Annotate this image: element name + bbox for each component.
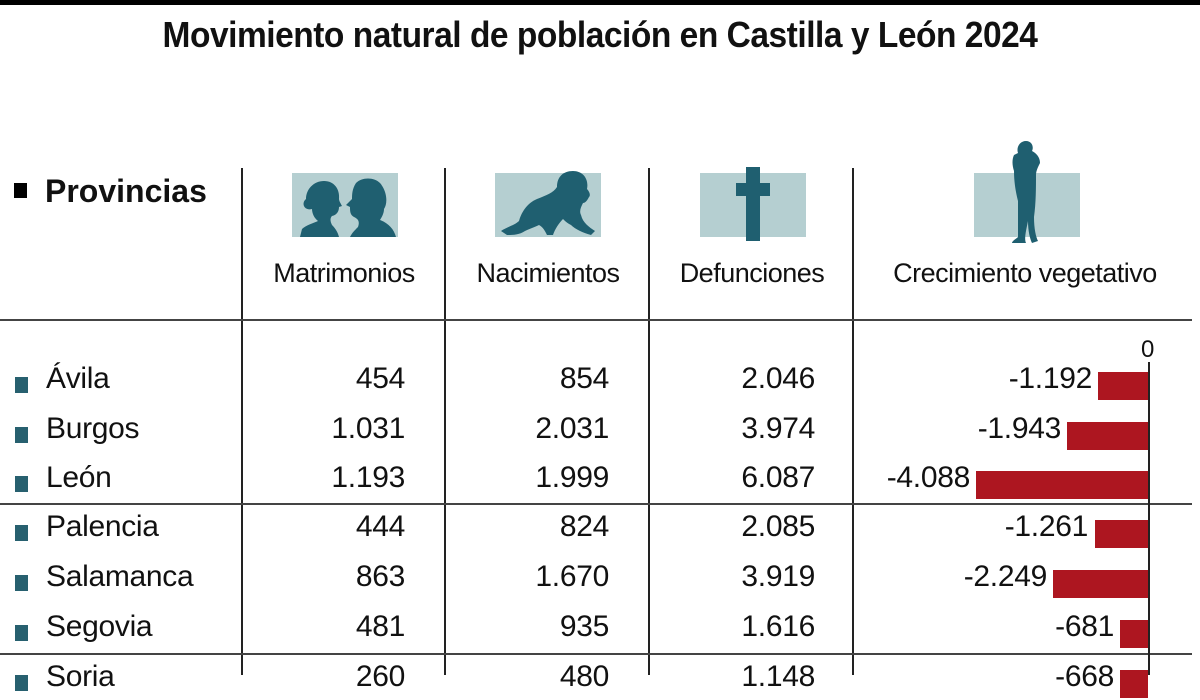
matrimonios-value: 863: [355, 560, 405, 593]
father-with-child-icon: [974, 141, 1080, 243]
province-name: Segovia: [46, 610, 153, 643]
column-header-crecimiento-vegetativo: Crecimiento vegetativo: [893, 258, 1157, 288]
group-separator: [0, 653, 1192, 655]
crecimiento-value: -1.261: [1004, 510, 1089, 543]
zero-axis: [1148, 362, 1150, 675]
table-row: Burgos 1.031 2.031 3.974 -1.943: [0, 412, 1200, 452]
defunciones-value: 3.974: [741, 412, 815, 445]
column-divider: [444, 168, 446, 675]
crecimiento-value: -1.943: [977, 412, 1062, 445]
provinces-header: Provincias: [14, 173, 207, 210]
province-name: León: [46, 461, 112, 494]
table-row: Ávila 454 854 2.046 -1.192: [0, 362, 1200, 402]
nacimientos-value: 2.031: [535, 412, 609, 445]
header-square-bullet: [14, 183, 27, 198]
row-bullet: [15, 377, 28, 393]
nacimientos-value: 1.670: [535, 560, 609, 593]
table-row: Salamanca 863 1.670 3.919 -2.249: [0, 560, 1200, 600]
nacimientos-value: 824: [559, 510, 609, 543]
crecimiento-bar: [1053, 570, 1148, 598]
crecimiento-bar: [1067, 422, 1148, 450]
province-name: Ávila: [46, 362, 110, 395]
column-divider: [852, 168, 854, 675]
matrimonios-value: 260: [355, 660, 405, 693]
row-bullet: [15, 625, 28, 641]
header-separator: [0, 319, 1192, 321]
crecimiento-bar: [1095, 520, 1148, 548]
row-bullet: [15, 575, 28, 591]
nacimientos-value: 854: [559, 362, 609, 395]
row-bullet: [15, 675, 28, 691]
crecimiento-bar: [1120, 670, 1148, 698]
crecimiento-value: -668: [1055, 660, 1114, 693]
province-name: Palencia: [46, 510, 159, 543]
table-row: Soria 260 480 1.148 -668: [0, 660, 1200, 700]
cross-icon: [700, 167, 806, 241]
defunciones-value: 2.085: [741, 510, 815, 543]
province-name: Salamanca: [46, 560, 194, 593]
table-row: Palencia 444 824 2.085 -1.261: [0, 510, 1200, 550]
zero-axis-label: 0: [1141, 336, 1155, 363]
matrimonios-value: 444: [355, 510, 405, 543]
crecimiento-bar: [976, 471, 1148, 499]
crecimiento-bar: [1120, 620, 1148, 648]
table-row: Segovia 481 935 1.616 -681: [0, 610, 1200, 650]
crecimiento-value: -4.088: [886, 461, 971, 494]
matrimonios-value: 454: [355, 362, 405, 395]
matrimonios-value: 1.031: [331, 412, 405, 445]
defunciones-value: 1.148: [741, 660, 815, 693]
matrimonios-value: 481: [355, 610, 405, 643]
province-name: Soria: [46, 660, 115, 693]
matrimonios-value: 1.193: [331, 461, 405, 494]
row-bullet: [15, 476, 28, 492]
provinces-label: Provincias: [45, 173, 207, 209]
table-row: León 1.193 1.999 6.087 -4.088: [0, 461, 1200, 501]
column-divider: [648, 168, 650, 675]
crecimiento-value: -1.192: [1008, 362, 1093, 395]
row-bullet: [15, 525, 28, 541]
nacimientos-value: 480: [559, 660, 609, 693]
defunciones-value: 1.616: [741, 610, 815, 643]
crecimiento-bar: [1098, 372, 1148, 400]
defunciones-value: 2.046: [741, 362, 815, 395]
crecimiento-value: -681: [1055, 610, 1114, 643]
column-header-matrimonios: Matrimonios: [273, 258, 415, 288]
column-header-nacimientos: Nacimientos: [476, 258, 620, 288]
nacimientos-value: 935: [559, 610, 609, 643]
couple-silhouette-icon: [292, 173, 398, 237]
province-name: Burgos: [46, 412, 140, 445]
nacimientos-value: 1.999: [535, 461, 609, 494]
defunciones-value: 6.087: [741, 461, 815, 494]
row-bullet: [15, 427, 28, 443]
defunciones-value: 3.919: [741, 560, 815, 593]
crawling-baby-icon: [495, 171, 601, 237]
column-header-defunciones: Defunciones: [679, 258, 825, 288]
top-rule: [0, 0, 1200, 5]
crecimiento-value: -2.249: [963, 560, 1048, 593]
group-separator: [0, 503, 1192, 505]
chart-title: Movimiento natural de población en Casti…: [162, 14, 1038, 55]
column-divider: [241, 168, 243, 675]
